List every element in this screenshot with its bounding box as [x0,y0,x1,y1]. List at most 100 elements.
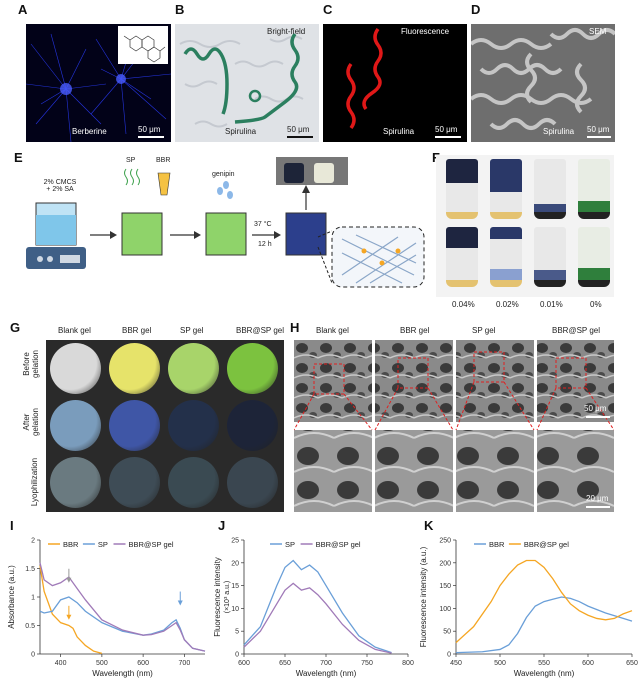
gel-photo-grid [46,340,284,512]
panel-letter-h: H [290,320,300,335]
gel-disc-after-2 [168,400,219,451]
conc-label-004: 0.04% [452,300,475,309]
g-col-bbr: BBR gel [122,326,152,335]
y-tick-label: 1.5 [25,566,35,573]
legend-label-0: BBR [63,540,79,549]
legend-label-0: SP [285,540,295,549]
gel-disc-before-1 [109,343,160,394]
vial-top-001 [534,159,566,219]
y-tick-label: 50 [443,629,451,636]
gel-disc-lyo-1 [109,457,160,508]
y-tick-label: 0 [31,652,35,659]
sp-label: SP [126,157,136,164]
absorbance-chart: 400 500 600 700 0 0.5 1 1.5 2 Wavelength (nm) Abso… [7,538,206,678]
x-tick-label: 800 [402,660,414,667]
h-col-blank: Blank gel [316,326,349,335]
h-col-bbrsp: BBR@SP gel [552,326,600,335]
y-tick-label: 100 [439,606,451,613]
brightfield-label: Bright-field [267,27,306,36]
x-tick-label: 400 [55,660,67,667]
fluorescence-label: Fluorescence [401,27,450,36]
series-line-1 [455,559,633,644]
conc-label-001: 0.01% [540,300,563,309]
berberine-crystal-image: Berberine 50 μm [26,24,171,142]
x-tick-label: 600 [582,660,594,667]
h-col-bbr: BBR gel [400,326,430,335]
sem-grid-svg [294,340,614,512]
x-tick-label: 550 [538,660,550,667]
series-line-0 [243,559,392,654]
y-tick-label: 1 [31,595,35,602]
y-axis-label: Absorbance (a.u.) [7,565,16,629]
x-axis-label: Wavelength (nm) [514,669,575,678]
sem-cross-section-grid: 50 μm 20 μm [294,340,614,512]
peak-arrowhead-0 [66,577,72,583]
panel-letter-a: A [18,2,28,17]
x-tick-label: 700 [320,660,332,667]
panel-letter-g: G [10,320,21,335]
scale-bar-b [287,136,313,138]
spirulina-label-c: Spirulina [383,127,415,136]
spirulina-brightfield-image: Bright-field Spirulina 50 μm [175,24,319,142]
x-tick-label: 600 [238,660,250,667]
y-tick-label: 25 [231,538,239,545]
y-tick-label: 15 [231,583,239,590]
conc-label-002: 0.02% [496,300,519,309]
g-row-after: After gelation [22,407,40,437]
spirulina-fluorescence-svg [346,27,383,130]
legend-label-1: SP [98,540,108,549]
hydrogel-preparation-schematic: 2% CMCS + 2% SA SP BBR genipin 37 °C 12 … [18,155,426,300]
scale-bar-a [138,136,164,138]
scale-bar-c [435,136,461,138]
peak-arrowhead-1 [66,614,72,620]
x-tick-label: 650 [279,660,291,667]
panel-letter-d: D [471,2,481,17]
sem-scale-bottom: 20 μm [586,494,609,503]
gel-disc-before-0 [50,343,101,394]
vial-bottom-004 [446,227,478,287]
series-line-0 [455,596,633,654]
y-tick-label: 150 [439,583,451,590]
g-row-lyo: Lyophilization [30,457,39,507]
spirulina-label-b: Spirulina [225,127,257,136]
y-tick-label: 200 [439,560,451,567]
vial-top-0 [578,159,610,219]
fluorescence-chart-bbr: 450 500 550 600 650 0 50 100 150 200 250 Wavelength… [419,538,638,679]
series-line-1 [243,582,392,654]
g-row-before: Before gelation [22,349,40,379]
berberine-label: Berberine [72,127,107,136]
panel-letter-e: E [14,150,23,165]
bbr-label: BBR [156,157,171,164]
spirulina-fluorescence-image: Fluorescence Spirulina 50 μm [323,24,467,142]
spirulina-brightfield-svg [179,32,304,128]
spirulina-sem-image: SEM Spirulina 50 μm [471,24,615,142]
y-tick-label: 0 [235,652,239,659]
y-tick-label: 0.5 [25,623,35,630]
panel-letter-j: J [218,518,226,533]
g-col-blank: Blank gel [58,326,91,335]
panel-letter-c: C [323,2,333,17]
spirulina-sem-svg [471,28,615,130]
series-line-0 [39,565,103,655]
berberine-crystal-svg [26,28,171,142]
gel-disc-after-3 [227,400,278,451]
scale-bar-label-a: 50 μm [138,125,161,134]
scale-bar-d [587,136,611,138]
vial-top-004 [446,159,478,219]
g-col-sp: SP gel [180,326,204,335]
spirulina-label-d: Spirulina [543,127,575,136]
vial-inversion-photo [436,155,614,297]
legend-label-0: BBR [489,540,505,549]
conc-label-0: 0% [590,300,602,309]
gel-disc-lyo-0 [50,457,101,508]
y-axis-label-unit: (×10³ a.u.) [224,581,231,614]
cmcs-sa-label: 2% CMCS + 2% SA [43,179,77,193]
x-tick-label: 500 [96,660,108,667]
temperature-label: 37 °C [254,221,272,228]
x-tick-label: 700 [179,660,191,667]
schematic-svg [26,157,425,288]
y-tick-label: 0 [447,652,451,659]
series-line-2 [39,562,206,652]
vial-top-002 [490,159,522,219]
genipin-label: genipin [212,171,235,178]
